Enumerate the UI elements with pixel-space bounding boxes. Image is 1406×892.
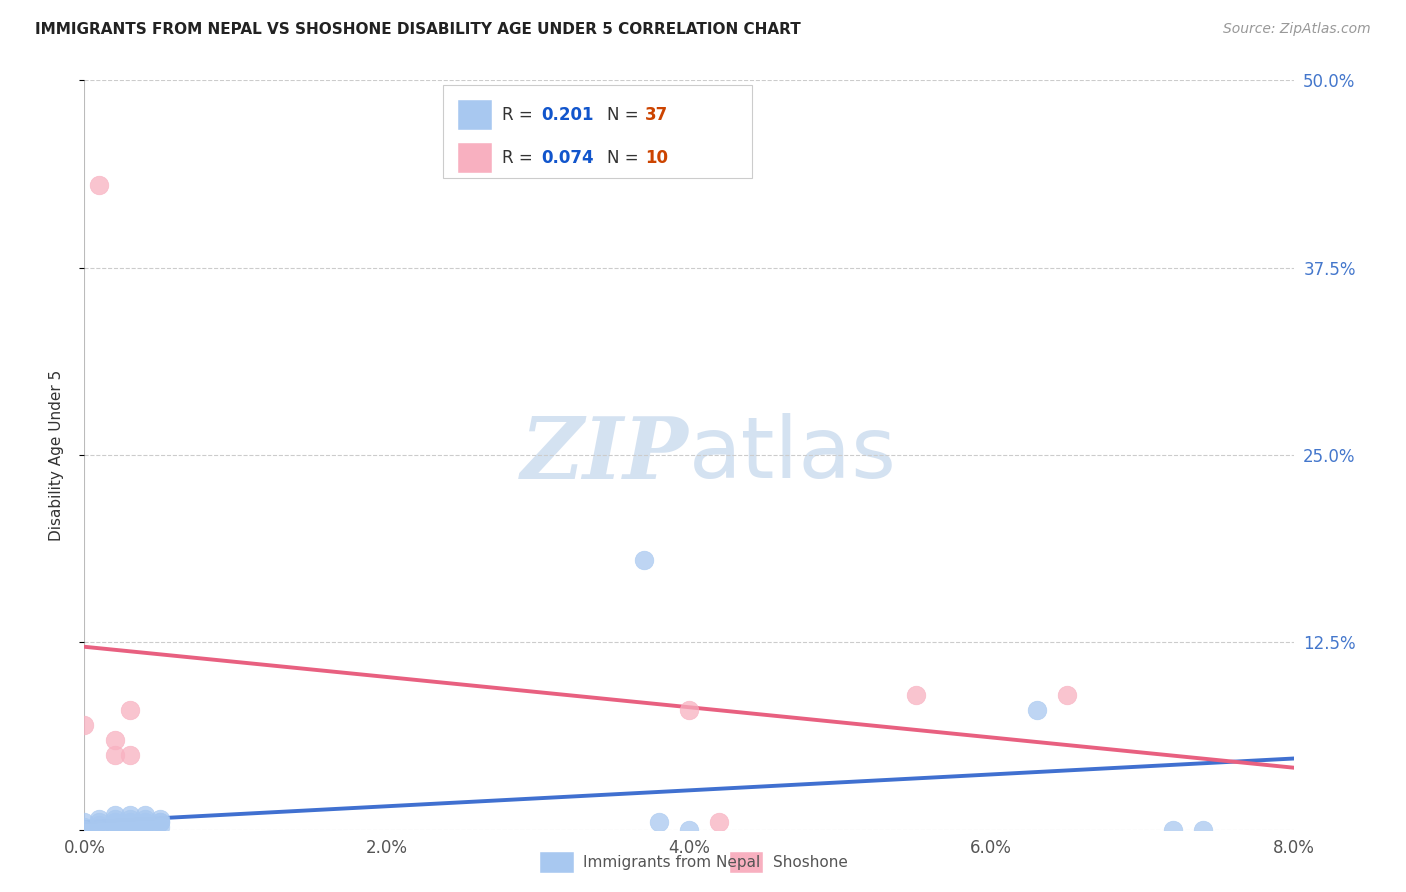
Point: [149, 812, 172, 826]
Point: [73, 717, 96, 731]
Point: [118, 816, 141, 830]
Point: [149, 815, 172, 830]
Point: [633, 553, 655, 567]
Point: [118, 815, 141, 830]
Text: N =: N =: [607, 149, 644, 167]
Text: 0.201: 0.201: [541, 106, 593, 124]
Point: [134, 822, 156, 837]
Point: [104, 815, 127, 830]
Point: [149, 820, 172, 834]
Point: [104, 812, 127, 826]
Point: [678, 822, 700, 837]
Point: [134, 807, 156, 822]
Text: Shoshone: Shoshone: [773, 855, 848, 870]
Point: [134, 812, 156, 826]
Text: 0.074: 0.074: [541, 149, 593, 167]
Text: 10: 10: [645, 149, 668, 167]
Text: IMMIGRANTS FROM NEPAL VS SHOSHONE DISABILITY AGE UNDER 5 CORRELATION CHART: IMMIGRANTS FROM NEPAL VS SHOSHONE DISABI…: [35, 22, 801, 37]
Point: [104, 822, 127, 837]
Point: [104, 818, 127, 832]
Point: [118, 747, 141, 762]
Point: [73, 820, 96, 834]
Point: [104, 807, 127, 822]
Point: [149, 815, 172, 830]
Text: R =: R =: [502, 149, 538, 167]
Point: [709, 815, 731, 830]
Point: [118, 812, 141, 826]
Point: [118, 820, 141, 834]
Point: [118, 815, 141, 830]
Point: [89, 815, 111, 830]
Y-axis label: Disability Age Under 5: Disability Age Under 5: [49, 369, 63, 541]
Text: ZIP: ZIP: [522, 413, 689, 497]
Text: N =: N =: [607, 106, 644, 124]
Point: [89, 178, 111, 193]
Point: [89, 812, 111, 826]
Point: [678, 703, 700, 717]
Point: [118, 807, 141, 822]
Text: Immigrants from Nepal: Immigrants from Nepal: [583, 855, 761, 870]
Point: [134, 815, 156, 830]
Point: [1192, 822, 1215, 837]
Text: Source: ZipAtlas.com: Source: ZipAtlas.com: [1223, 22, 1371, 37]
Point: [1025, 703, 1047, 717]
Point: [134, 815, 156, 830]
Point: [89, 822, 111, 837]
Point: [89, 818, 111, 832]
Point: [648, 815, 671, 830]
Point: [104, 815, 127, 830]
Point: [73, 815, 96, 830]
Point: [1056, 688, 1078, 702]
Text: 37: 37: [645, 106, 669, 124]
Point: [1161, 822, 1184, 837]
Point: [104, 732, 127, 747]
Point: [118, 822, 141, 837]
Point: [904, 688, 927, 702]
Point: [73, 822, 96, 837]
Point: [118, 822, 141, 837]
Point: [134, 818, 156, 832]
Text: atlas: atlas: [689, 413, 897, 497]
Point: [118, 703, 141, 717]
Point: [104, 747, 127, 762]
Text: R =: R =: [502, 106, 538, 124]
